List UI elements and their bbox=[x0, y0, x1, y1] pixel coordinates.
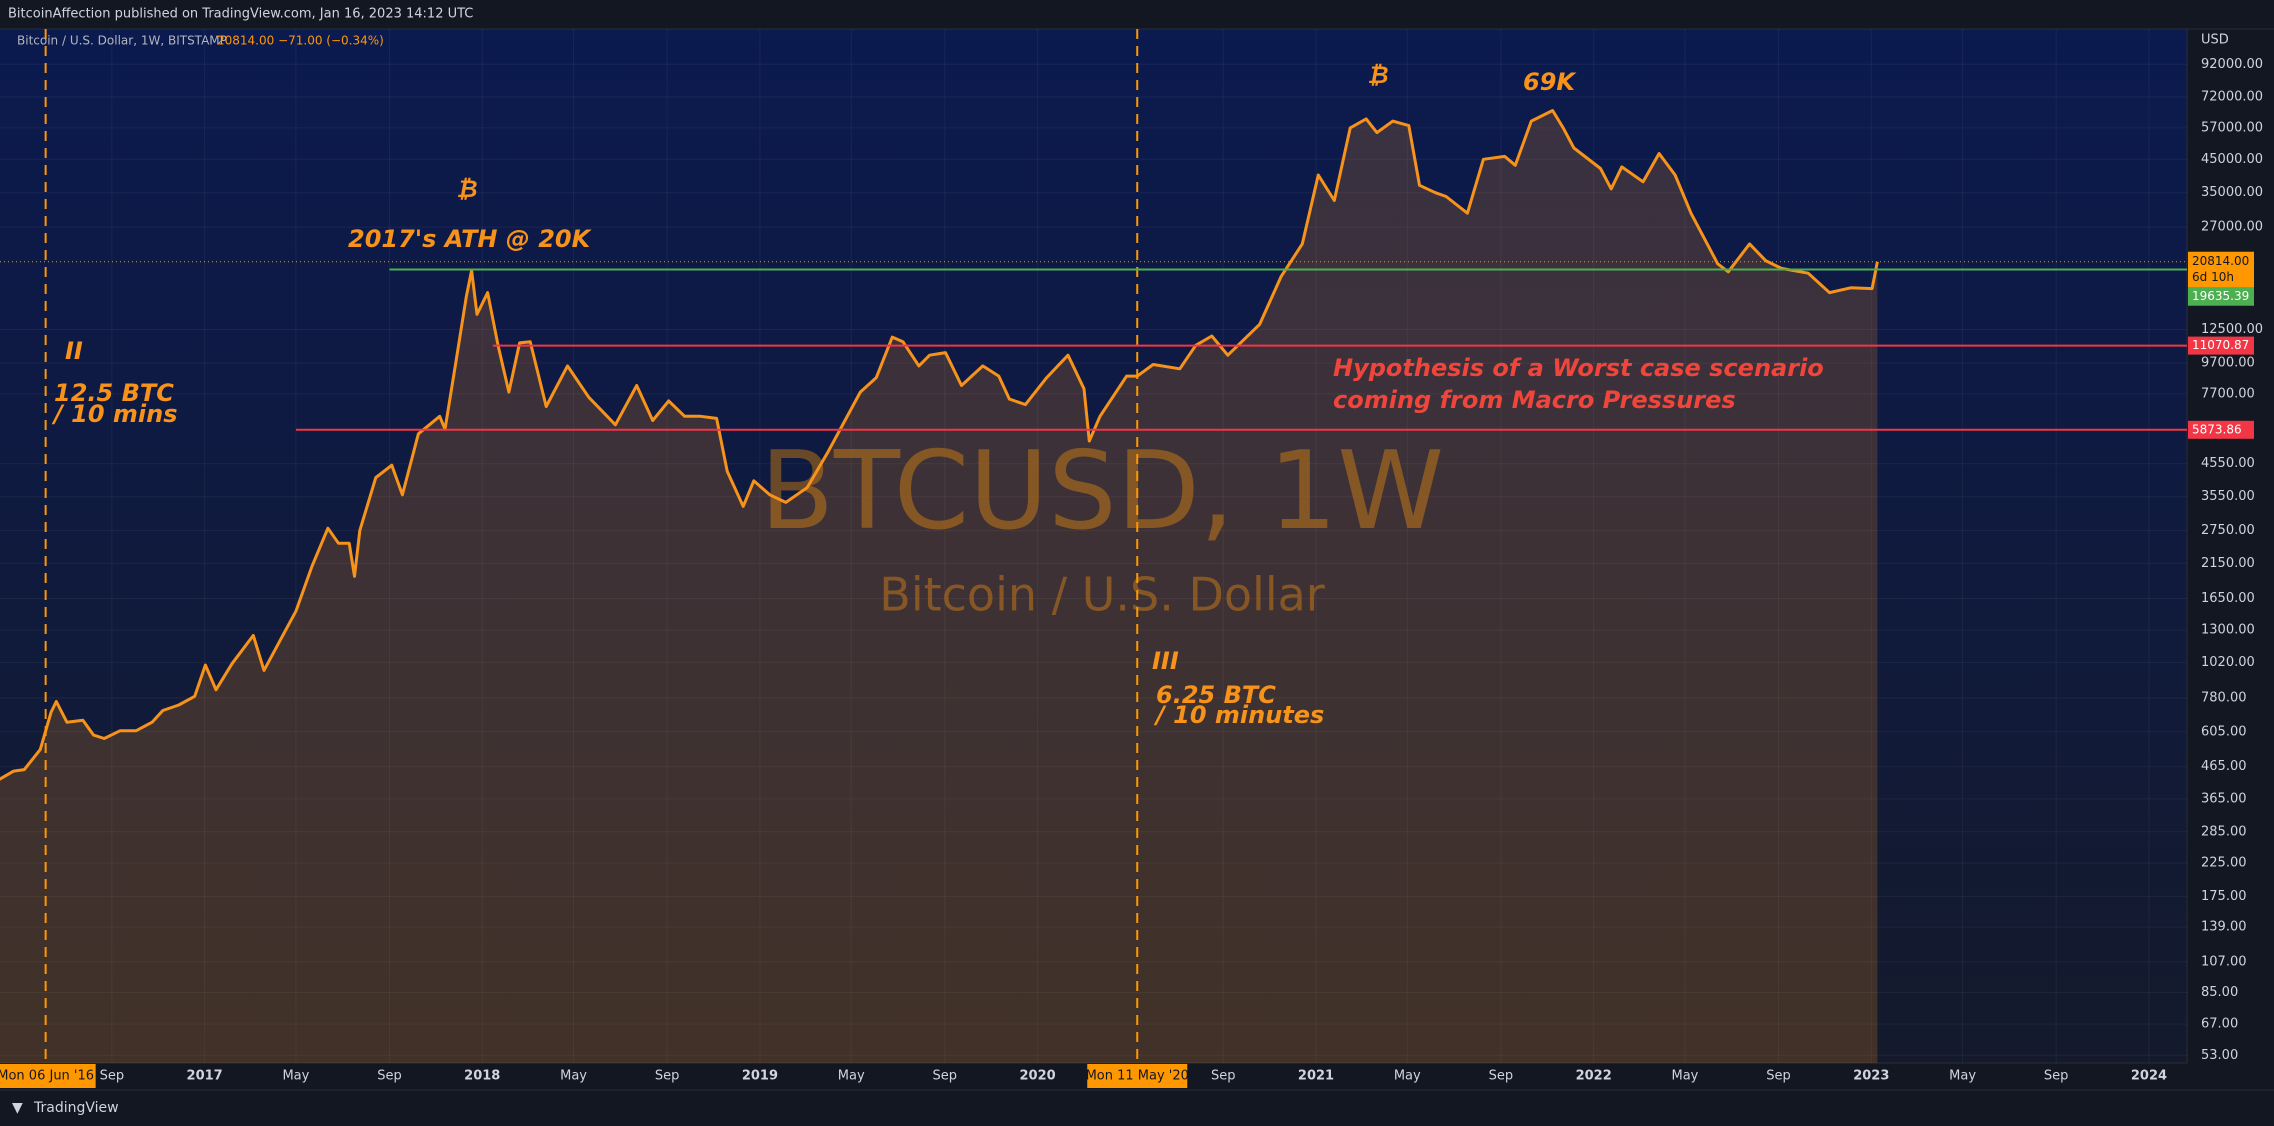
y-tick-label: 1650.00 bbox=[2201, 591, 2255, 606]
published-note: BitcoinAffection published on TradingVie… bbox=[8, 7, 473, 22]
bitcoin-icon: ₿ bbox=[456, 175, 477, 203]
y-tick-label: 1020.00 bbox=[2201, 655, 2255, 670]
y-tick-label: 465.00 bbox=[2201, 759, 2247, 774]
x-tick-label: May bbox=[838, 1069, 865, 1084]
annotation: / 10 minutes bbox=[1153, 701, 1324, 729]
y-tick-label: 57000.00 bbox=[2201, 120, 2263, 135]
annotation: 2017's ATH @ 20K bbox=[348, 225, 593, 253]
y-tick-label: 2750.00 bbox=[2201, 523, 2255, 538]
bitcoin-icon: ₿ bbox=[1367, 61, 1388, 89]
price-axis bbox=[2187, 29, 2274, 1063]
x-tick-label: Sep bbox=[933, 1069, 958, 1084]
last-price-label: 20814.00 bbox=[2192, 254, 2249, 268]
brand: TradingView bbox=[33, 1100, 119, 1116]
y-tick-label: 285.00 bbox=[2201, 824, 2247, 839]
y-tick-label: 1300.00 bbox=[2201, 623, 2255, 638]
y-tick-label: 85.00 bbox=[2201, 985, 2238, 1000]
last-price-box bbox=[2188, 251, 2254, 288]
annotation: 6.25 BTC bbox=[1156, 681, 1276, 709]
y-tick-label: 139.00 bbox=[2201, 920, 2247, 935]
price-label: 5873.86 bbox=[2192, 422, 2242, 436]
x-tick-label: Sep bbox=[1489, 1069, 1514, 1084]
countdown-label: 6d 10h bbox=[2192, 270, 2234, 284]
annotation: II bbox=[65, 337, 83, 365]
x-tick-label: 2018 bbox=[464, 1069, 500, 1084]
currency: USD bbox=[2201, 33, 2229, 48]
y-tick-label: 2150.00 bbox=[2201, 556, 2255, 571]
x-tick-label: 2023 bbox=[1853, 1069, 1889, 1084]
price-label-box bbox=[2188, 287, 2254, 306]
y-tick-label: 3550.00 bbox=[2201, 489, 2255, 504]
x-tick-label: Sep bbox=[100, 1069, 125, 1084]
x-tick-label: May bbox=[282, 1069, 309, 1084]
x-tick-label: Sep bbox=[1211, 1069, 1236, 1084]
plot-area bbox=[0, 29, 2187, 1063]
x-tick-label: May bbox=[1394, 1069, 1421, 1084]
y-tick-label: 72000.00 bbox=[2201, 89, 2263, 104]
x-tick-label: Sep bbox=[655, 1069, 680, 1084]
annotation: coming from Macro Pressures bbox=[1333, 386, 1736, 414]
x-tick-label: Sep bbox=[377, 1069, 402, 1084]
quote-legend: 20814.00 −71.00 (−0.34%) bbox=[217, 34, 384, 48]
y-tick-label: 780.00 bbox=[2201, 691, 2247, 706]
symbol-legend: Bitcoin / U.S. Dollar, 1W, BITSTAMP bbox=[17, 34, 227, 48]
annotation: 69K bbox=[1523, 68, 1577, 96]
price-label: 19635.39 bbox=[2192, 289, 2249, 303]
price-label: 11070.87 bbox=[2192, 338, 2249, 352]
x-tick-label: 2021 bbox=[1298, 1069, 1334, 1084]
x-tick-label: 2019 bbox=[742, 1069, 778, 1084]
y-tick-label: 4550.00 bbox=[2201, 456, 2255, 471]
annotation: III bbox=[1152, 647, 1179, 675]
x-tick-label: 2024 bbox=[2131, 1069, 2167, 1084]
y-tick-label: 35000.00 bbox=[2201, 185, 2263, 200]
annotation: / 10 mins bbox=[51, 400, 177, 428]
y-tick-label: 107.00 bbox=[2201, 954, 2247, 969]
y-tick-label: 9700.00 bbox=[2201, 356, 2255, 371]
y-tick-label: 605.00 bbox=[2201, 724, 2247, 739]
price-area bbox=[0, 110, 1878, 1063]
y-tick-label: 175.00 bbox=[2201, 889, 2247, 904]
y-tick-label: 365.00 bbox=[2201, 791, 2247, 806]
y-tick-label: 45000.00 bbox=[2201, 152, 2263, 167]
y-tick-label: 27000.00 bbox=[2201, 220, 2263, 235]
x-tick-label: May bbox=[560, 1069, 587, 1084]
y-tick-label: 92000.00 bbox=[2201, 57, 2263, 72]
halving-label-bg bbox=[0, 1064, 96, 1088]
y-tick-label: 53.00 bbox=[2201, 1048, 2238, 1063]
x-tick-label: Sep bbox=[2044, 1069, 2069, 1084]
y-tick-label: 67.00 bbox=[2201, 1017, 2238, 1032]
halving-label: Mon 11 May '20 bbox=[1086, 1069, 1189, 1084]
price-label-box bbox=[2188, 420, 2254, 439]
halving-label-bg bbox=[1087, 1064, 1188, 1088]
annotations: ₿ 2017's ATH @ 20K ₿ 69K II 12.5 BTC / 1… bbox=[51, 61, 1824, 729]
x-tick-label: 2017 bbox=[187, 1069, 223, 1084]
price-label-box bbox=[2188, 336, 2254, 355]
x-tick-label: May bbox=[1671, 1069, 1698, 1084]
y-tick-label: 225.00 bbox=[2201, 856, 2247, 871]
halving-label: Mon 06 Jun '16 bbox=[0, 1069, 94, 1084]
annotation: Hypothesis of a Worst case scenario bbox=[1333, 354, 1824, 382]
watermark-description: Bitcoin / U.S. Dollar bbox=[879, 568, 1325, 622]
watermark-symbol: BTCUSD, 1W bbox=[760, 429, 1444, 554]
y-tick-label: 12500.00 bbox=[2201, 322, 2263, 337]
y-tick-label: 7700.00 bbox=[2201, 386, 2255, 401]
brand-logo: ▼ bbox=[12, 1100, 23, 1116]
x-tick-label: 2022 bbox=[1576, 1069, 1612, 1084]
x-tick-label: May bbox=[1949, 1069, 1976, 1084]
x-tick-label: Sep bbox=[1766, 1069, 1791, 1084]
price-line bbox=[0, 109, 1879, 781]
x-tick-label: 2020 bbox=[1019, 1069, 1055, 1084]
annotation: 12.5 BTC bbox=[54, 379, 174, 407]
